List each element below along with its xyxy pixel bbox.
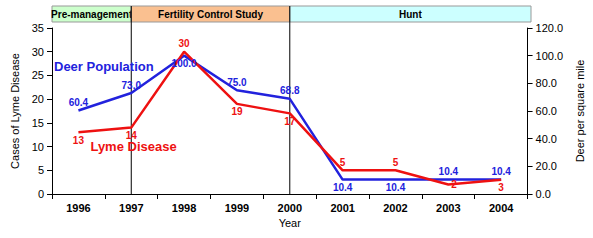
- svg-text:2004: 2004: [489, 202, 514, 214]
- svg-text:75.0: 75.0: [227, 77, 247, 88]
- svg-text:0.0: 0.0: [536, 188, 551, 200]
- svg-text:Deer Population: Deer Population: [54, 59, 154, 74]
- svg-text:10.4: 10.4: [439, 166, 459, 177]
- svg-text:17: 17: [284, 116, 296, 127]
- svg-text:35: 35: [32, 22, 44, 34]
- svg-text:2000: 2000: [278, 202, 302, 214]
- svg-text:Year: Year: [279, 217, 302, 229]
- svg-text:60.0: 60.0: [536, 105, 557, 117]
- svg-text:5: 5: [340, 157, 346, 168]
- svg-text:15: 15: [32, 117, 44, 129]
- svg-text:1998: 1998: [172, 202, 196, 214]
- svg-text:19: 19: [231, 106, 243, 117]
- svg-text:10.4: 10.4: [333, 182, 353, 193]
- svg-text:Deer per square mile: Deer per square mile: [574, 60, 586, 163]
- svg-text:10: 10: [32, 141, 44, 153]
- svg-text:0: 0: [38, 188, 44, 200]
- svg-text:3: 3: [498, 182, 504, 193]
- svg-text:Hunt: Hunt: [399, 9, 422, 20]
- svg-text:14: 14: [126, 130, 138, 141]
- svg-text:Cases of Lyme Disease: Cases of Lyme Disease: [9, 53, 21, 169]
- svg-text:1999: 1999: [225, 202, 249, 214]
- svg-text:40.0: 40.0: [536, 133, 557, 145]
- svg-text:25: 25: [32, 69, 44, 81]
- svg-text:20: 20: [32, 93, 44, 105]
- svg-text:Lyme Disease: Lyme Disease: [90, 139, 176, 154]
- svg-text:2001: 2001: [330, 202, 354, 214]
- svg-text:80.0: 80.0: [536, 77, 557, 89]
- svg-text:20.0: 20.0: [536, 160, 557, 172]
- svg-text:73.0: 73.0: [122, 80, 142, 91]
- svg-text:30: 30: [179, 38, 191, 49]
- svg-text:30: 30: [32, 46, 44, 58]
- svg-text:5: 5: [393, 157, 399, 168]
- svg-text:10.4: 10.4: [491, 166, 511, 177]
- svg-text:100.0: 100.0: [172, 58, 197, 69]
- svg-text:5: 5: [38, 164, 44, 176]
- svg-text:1997: 1997: [119, 202, 143, 214]
- svg-text:60.4: 60.4: [69, 97, 89, 108]
- svg-text:100.0: 100.0: [536, 50, 564, 62]
- svg-text:1996: 1996: [66, 202, 90, 214]
- svg-text:13: 13: [73, 135, 85, 146]
- svg-text:Pre-management: Pre-management: [51, 9, 133, 20]
- svg-text:2: 2: [451, 179, 457, 190]
- svg-text:120.0: 120.0: [536, 22, 564, 34]
- svg-text:2002: 2002: [383, 202, 407, 214]
- svg-text:68.8: 68.8: [280, 85, 300, 96]
- svg-text:Fertility Control Study: Fertility Control Study: [158, 9, 263, 20]
- svg-text:2003: 2003: [436, 202, 460, 214]
- svg-text:10.4: 10.4: [386, 182, 406, 193]
